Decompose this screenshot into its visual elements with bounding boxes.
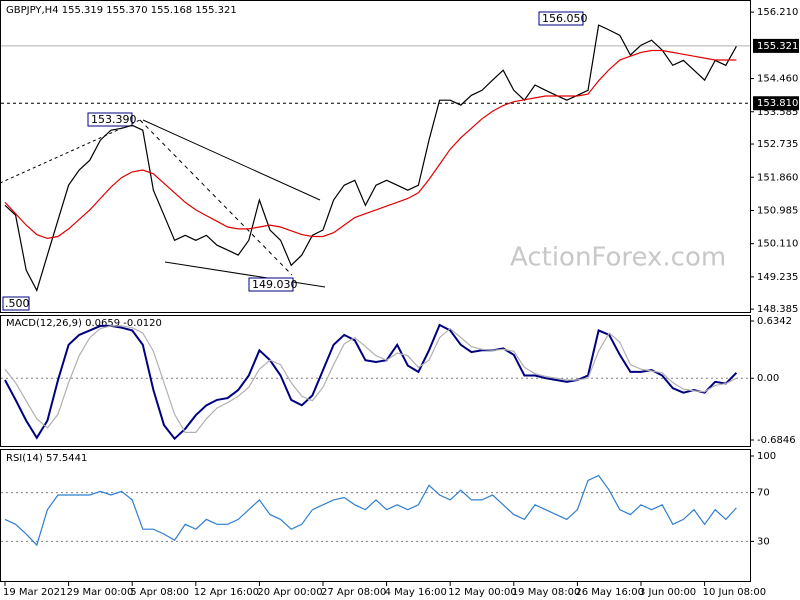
level-label-box xyxy=(753,38,799,53)
series-line xyxy=(4,24,737,292)
annotation-box xyxy=(248,277,294,292)
x-tick-label: 19 Mar 2021 xyxy=(3,587,66,598)
y-tick-label: 151.860 xyxy=(757,172,798,183)
x-tick-label: 12 May 00:00 xyxy=(448,587,517,598)
y-tick-label: 100 xyxy=(757,451,776,462)
price-title: GBPJPY,H4 155.319 155.370 155.168 155.32… xyxy=(6,5,237,16)
x-tick-label: 19 May 08:00 xyxy=(512,587,581,598)
macd-title: MACD(12,26,9) 0.0659 -0.0120 xyxy=(6,318,162,329)
y-tick-label: 148.385 xyxy=(757,304,798,315)
annotation: 153.390 xyxy=(91,113,137,126)
y-tick-label: 156.210 xyxy=(757,7,798,18)
annotation: .500 xyxy=(5,297,30,310)
x-tick-label: 20 Apr 00:00 xyxy=(257,587,322,598)
y-tick-label: -0.6846 xyxy=(757,435,796,446)
y-tick-label: 0.6342 xyxy=(757,316,792,327)
trendline xyxy=(139,119,293,276)
series-line xyxy=(4,49,737,240)
rsi-panel xyxy=(0,449,751,582)
series-line xyxy=(4,323,738,441)
trendlines xyxy=(0,119,326,288)
trendline xyxy=(142,119,321,201)
y-tick-label: 153.585 xyxy=(757,107,798,118)
rsi-title: RSI(14) 57.5441 xyxy=(6,453,87,464)
annotation: 156.050 xyxy=(542,12,588,25)
annotation-box xyxy=(87,112,133,127)
trendline xyxy=(164,261,326,288)
level-label-box xyxy=(753,96,799,111)
x-tick-label: 12 Apr 16:00 xyxy=(194,587,259,598)
annotation-box xyxy=(538,11,584,26)
x-tick-label: 5 Apr 08:00 xyxy=(130,587,189,598)
y-tick-label: 150.110 xyxy=(757,239,798,250)
y-tick-label: 154.460 xyxy=(757,74,798,85)
x-tick-label: 29 Mar 00:00 xyxy=(67,587,134,598)
x-tick-label: 3 Jun 00:00 xyxy=(639,587,696,598)
annotation-box xyxy=(2,296,30,311)
level-label: 153.810 xyxy=(757,98,798,109)
annotation: 149.030 xyxy=(252,278,298,291)
watermark: ActionForex.com xyxy=(510,243,726,273)
x-tick-label: 26 May 16:00 xyxy=(575,587,644,598)
x-tick-label: 27 Apr 08:00 xyxy=(321,587,386,598)
trendline xyxy=(0,119,141,184)
y-tick-label: 152.735 xyxy=(757,139,798,150)
macd-panel xyxy=(0,315,751,447)
series-line xyxy=(4,474,737,547)
y-tick-label: 70 xyxy=(757,488,770,499)
y-tick-label: 149.235 xyxy=(757,272,798,283)
price-panel xyxy=(0,0,751,313)
y-tick-label: 0.00 xyxy=(757,373,779,384)
x-tick-label: 10 Jun 08:00 xyxy=(703,587,767,598)
x-tick-label: 4 May 16:00 xyxy=(385,587,447,598)
y-tick-label: 30 xyxy=(757,536,770,547)
series-line xyxy=(4,325,737,433)
level-label: 155.321 xyxy=(757,41,798,52)
y-tick-label: 150.985 xyxy=(757,205,798,216)
